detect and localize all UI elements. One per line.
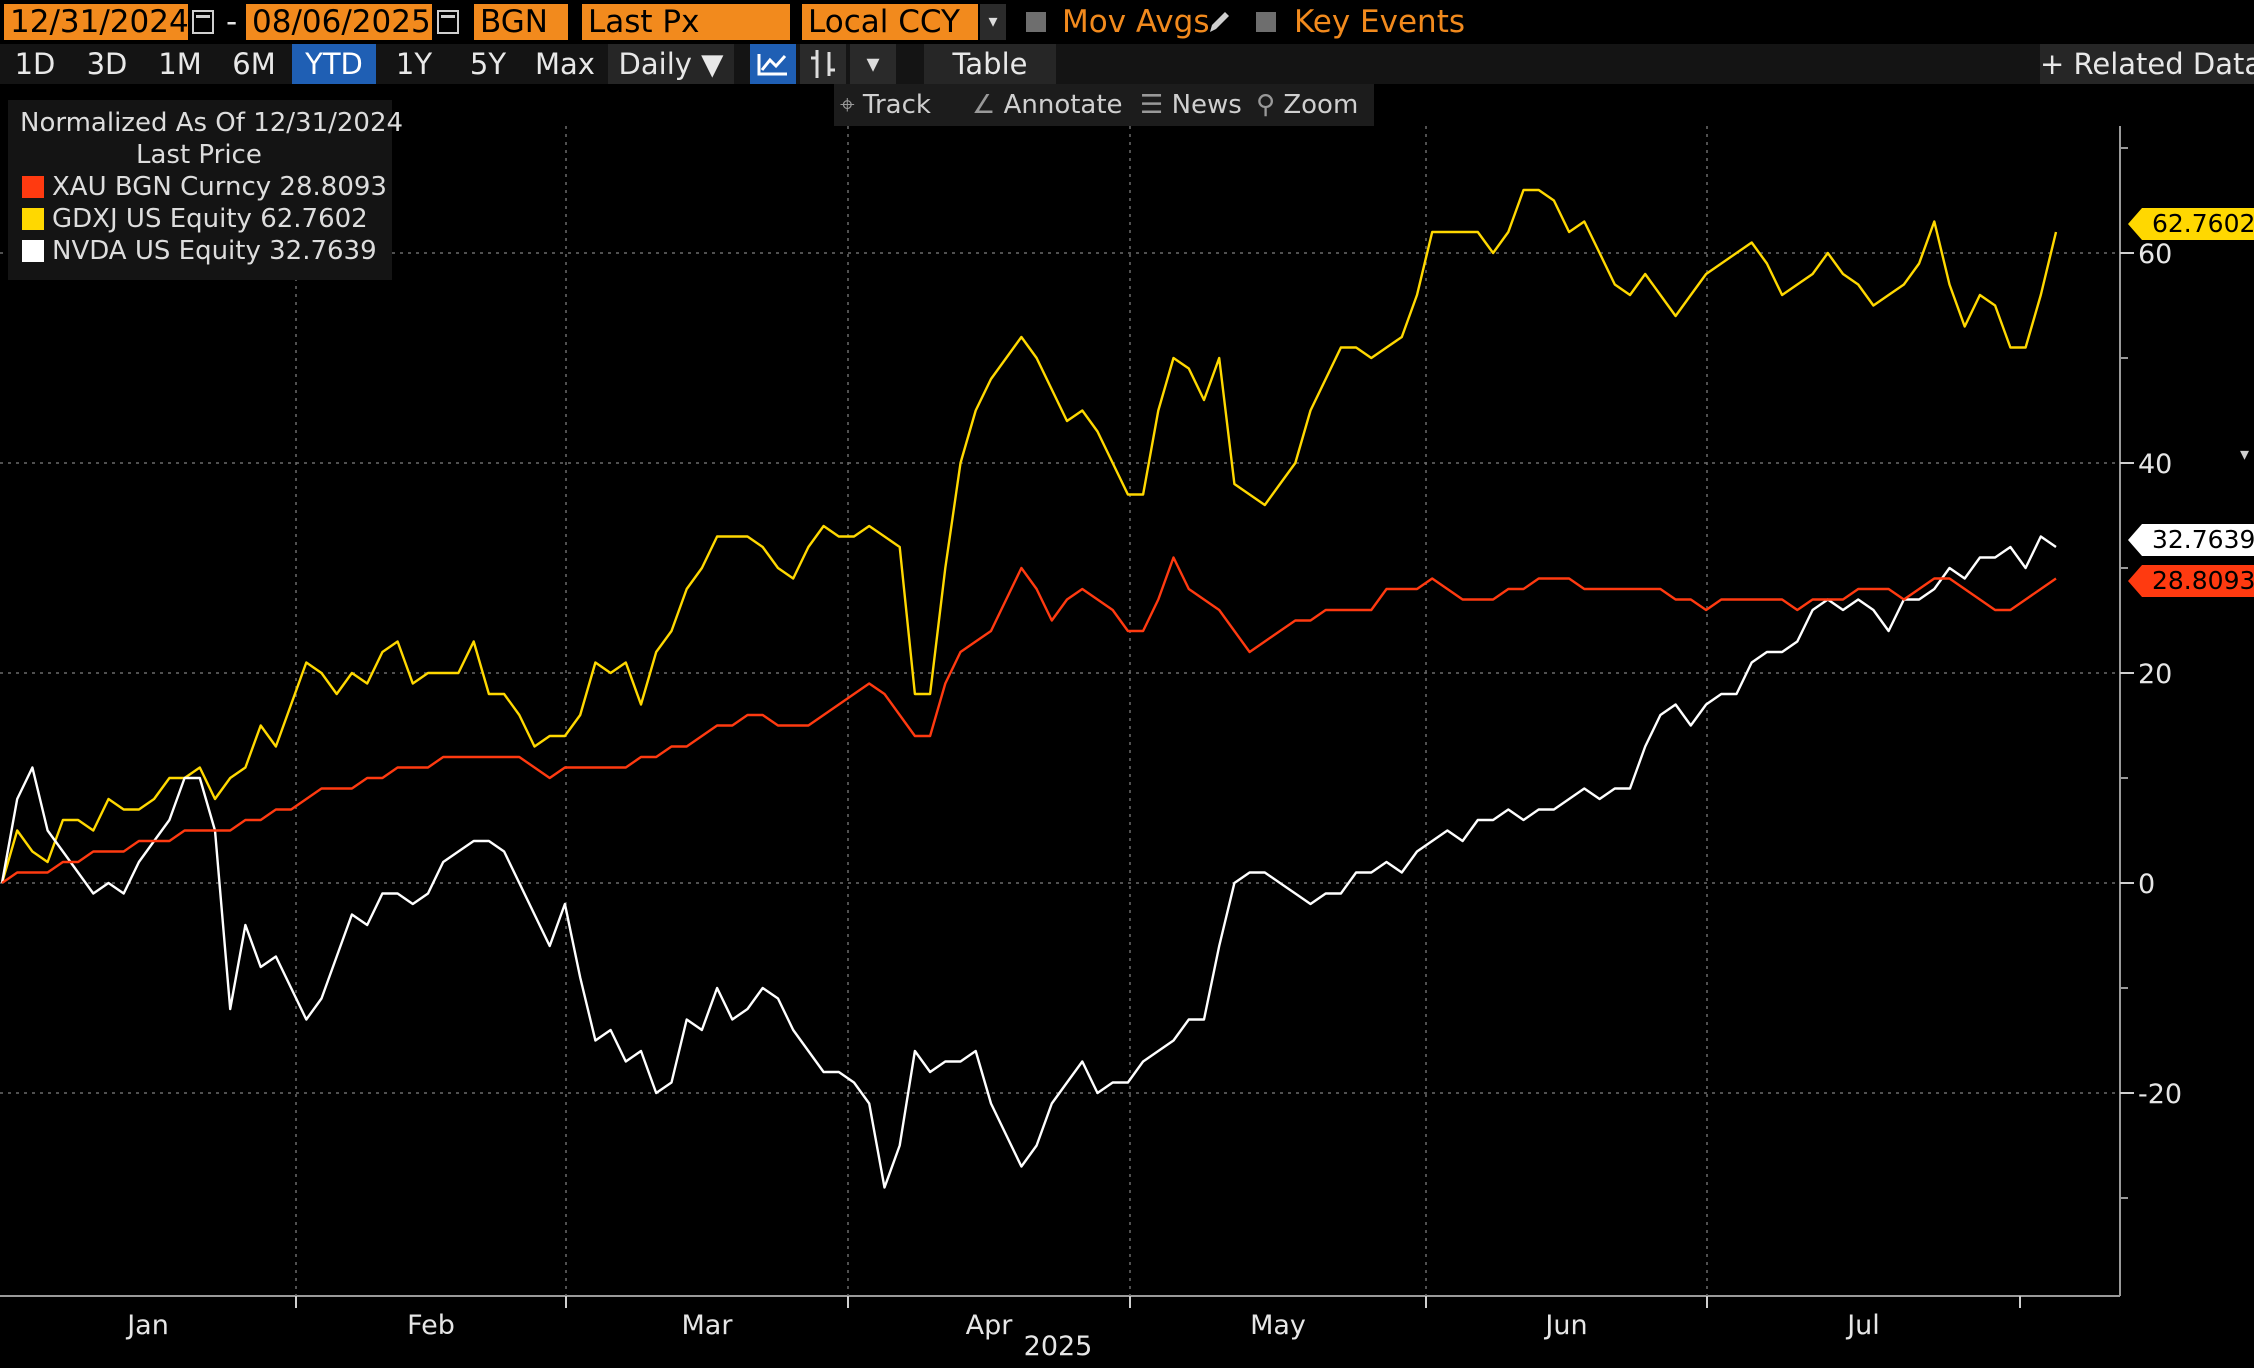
x-tick-label: May xyxy=(1250,1310,1306,1341)
axis-scroll-down-icon[interactable]: ▾ xyxy=(2240,444,2250,465)
annotate-label: Annotate xyxy=(1003,90,1123,120)
crosshair-icon: ⌖ xyxy=(840,90,863,120)
legend-entry-nvda[interactable]: NVDA US Equity 32.7639 xyxy=(52,236,377,266)
period-ytd-button[interactable]: YTD xyxy=(292,44,376,84)
x-tick-label: Jun xyxy=(1543,1310,1587,1341)
y-tick-label: 20 xyxy=(2138,659,2172,690)
series-line-nvda xyxy=(0,535,2057,1189)
y-tick-label: 0 xyxy=(2138,869,2155,900)
legend-swatch-xau xyxy=(22,176,44,198)
start-calendar-icon[interactable] xyxy=(192,10,214,34)
zoom-label: Zoom xyxy=(1283,90,1359,120)
news-label: News xyxy=(1171,90,1242,120)
legend-swatch-gdxj xyxy=(22,208,44,230)
series-line-xau xyxy=(1,556,2057,884)
annotate-icon: ∠ xyxy=(972,90,1004,120)
period-1m-button[interactable]: 1M xyxy=(158,47,202,81)
period-5y-button[interactable]: 5Y xyxy=(469,47,507,81)
nvda-last-value-tag: 32.7639 xyxy=(2128,524,2254,556)
end-date-input[interactable]: 08/06/2025 xyxy=(246,4,432,40)
series-line-gdxj xyxy=(0,188,2058,884)
line-chart-icon[interactable] xyxy=(750,44,796,84)
key-events-label[interactable]: Key Events xyxy=(1294,4,1466,40)
price-field-select[interactable]: Last Px xyxy=(582,4,790,40)
annotate-tool[interactable]: ∠ Annotate xyxy=(972,84,1123,126)
news-tool[interactable]: ☰ News xyxy=(1140,84,1250,126)
x-tick-label: Apr xyxy=(966,1310,1014,1341)
date-range-dash: - xyxy=(226,4,238,40)
period-6m-button[interactable]: 6M xyxy=(232,47,276,81)
period-1d-button[interactable]: 1D xyxy=(14,47,56,81)
period-max-button[interactable]: Max xyxy=(535,47,595,81)
chart-type-dropdown-icon[interactable]: ▾ xyxy=(850,44,896,84)
legend-swatch-nvda xyxy=(22,240,44,262)
track-tool[interactable]: ⌖ Track xyxy=(840,84,960,126)
end-calendar-icon[interactable] xyxy=(437,10,459,34)
related-data-button[interactable]: + Related Data xyxy=(2040,44,2254,84)
mov-avgs-checkbox[interactable] xyxy=(1026,12,1046,32)
table-button[interactable]: Table xyxy=(924,44,1056,84)
period-1y-button[interactable]: 1Y xyxy=(395,47,433,81)
y-tick-label: -20 xyxy=(2138,1079,2182,1110)
news-icon: ☰ xyxy=(1140,90,1172,120)
currency-select[interactable]: Local CCY xyxy=(802,4,978,40)
period-3d-button[interactable]: 3D xyxy=(86,47,128,81)
legend-field-label: Last Price xyxy=(136,140,262,170)
legend-normalized-label: Normalized As Of 12/31/2024 xyxy=(20,108,404,138)
frequency-select[interactable]: Daily ▼ xyxy=(608,44,734,84)
x-axis-year-label: 2025 xyxy=(1024,1331,1093,1362)
track-label: Track xyxy=(862,90,931,120)
currency-dropdown-icon[interactable]: ▾ xyxy=(980,4,1006,40)
zoom-tool[interactable]: ⚲ Zoom xyxy=(1256,84,1366,126)
xau-last-value-tag: 28.8093 xyxy=(2128,565,2254,597)
legend-entry-gdxj[interactable]: GDXJ US Equity 62.7602 xyxy=(52,204,368,234)
gdxj-last-value-tag: 62.7602 xyxy=(2128,208,2254,240)
start-date-input[interactable]: 12/31/2024 xyxy=(4,4,188,40)
source-field[interactable]: BGN xyxy=(474,4,568,40)
zoom-icon: ⚲ xyxy=(1256,90,1284,120)
legend-entry-xau[interactable]: XAU BGN Curncy 28.8093 xyxy=(52,172,387,202)
x-tick-label: Feb xyxy=(407,1310,455,1341)
chart-tools-bar xyxy=(834,84,1374,126)
x-tick-label: Mar xyxy=(682,1310,734,1341)
bar-chart-icon[interactable] xyxy=(800,44,846,84)
chart-legend: Normalized As Of 12/31/2024 Last Price X… xyxy=(8,100,403,280)
x-tick-label: Jul xyxy=(1845,1310,1880,1341)
key-events-checkbox[interactable] xyxy=(1256,12,1276,32)
pencil-icon[interactable] xyxy=(1206,8,1232,36)
y-tick-label: 60 xyxy=(2138,239,2172,270)
mov-avgs-label[interactable]: Mov Avgs xyxy=(1062,4,1210,40)
x-tick-label: Jan xyxy=(125,1310,169,1341)
y-tick-label: 40 xyxy=(2138,449,2172,480)
